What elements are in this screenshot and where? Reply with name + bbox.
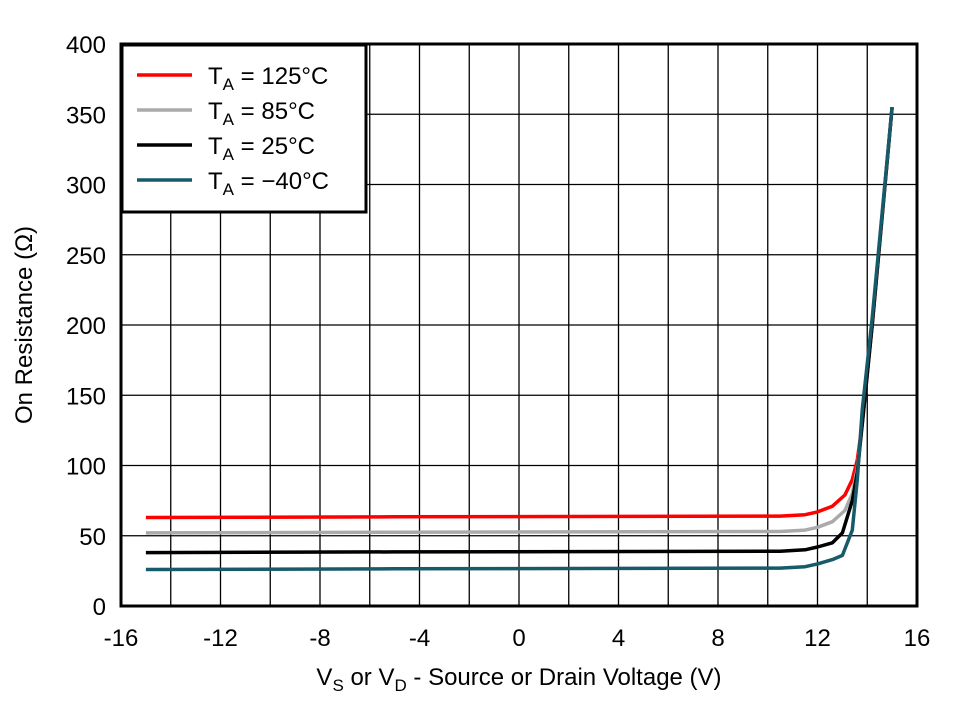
y-tick-label: 400 bbox=[66, 32, 106, 59]
x-axis-label: VS or VD - Source or Drain Voltage (V) bbox=[316, 664, 721, 695]
y-tick-label: 50 bbox=[79, 524, 106, 551]
x-tick-label: 4 bbox=[612, 625, 625, 652]
y-tick-label: 100 bbox=[66, 454, 106, 481]
x-tick-label: 12 bbox=[804, 625, 831, 652]
legend-box bbox=[120, 43, 368, 214]
y-axis-label: On Resistance (Ω) bbox=[11, 226, 38, 424]
y-tick-label: 200 bbox=[66, 313, 106, 340]
y-tick-label: 350 bbox=[66, 102, 106, 129]
series-line bbox=[145, 107, 894, 572]
x-tick-label: -12 bbox=[203, 625, 238, 652]
y-tick-label: 150 bbox=[66, 383, 106, 410]
legend-label: TA = 85°C bbox=[208, 98, 315, 129]
x-tick-label: 0 bbox=[512, 625, 525, 652]
y-tick-label: 0 bbox=[93, 594, 106, 621]
x-tick-label: 8 bbox=[711, 625, 724, 652]
x-tick-label: -8 bbox=[309, 625, 330, 652]
legend-label: TA = 25°C bbox=[208, 133, 315, 164]
legend-label: TA = −40°C bbox=[208, 168, 329, 199]
x-tick-label: 16 bbox=[904, 625, 931, 652]
x-tick-labels: -16 -12 -8 -4 0 4 8 12 16 bbox=[104, 625, 931, 652]
x-tick-label: -16 bbox=[104, 625, 139, 652]
x-tick-label: -4 bbox=[409, 625, 430, 652]
legend: TA = 125°C TA = 85°C TA = 25°C TA = −40°C bbox=[120, 43, 368, 214]
y-tick-labels: 0 50 100 150 200 250 300 350 400 bbox=[66, 32, 106, 621]
series-lines bbox=[145, 107, 894, 572]
y-tick-label: 250 bbox=[66, 243, 106, 270]
y-tick-label: 300 bbox=[66, 173, 106, 200]
legend-label: TA = 125°C bbox=[208, 63, 328, 94]
plot-frame bbox=[119, 42, 919, 608]
